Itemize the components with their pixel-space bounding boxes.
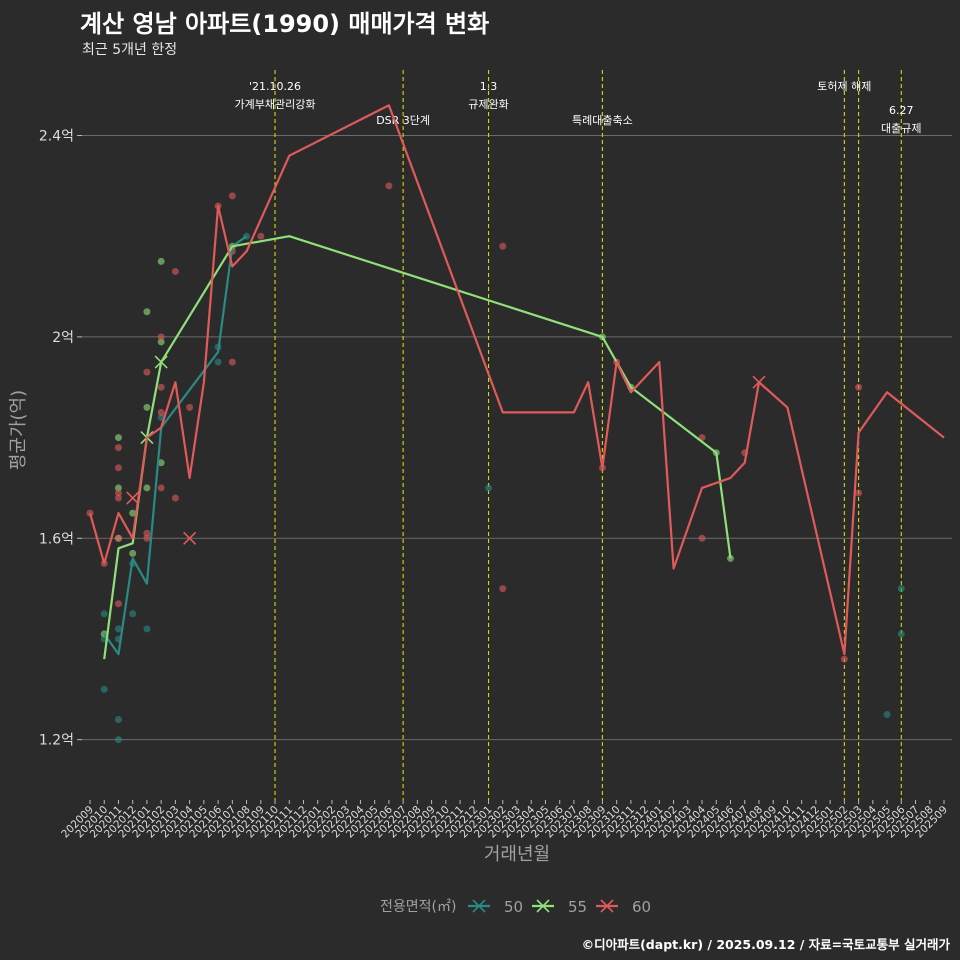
series-60-point — [186, 403, 194, 411]
series-50-line — [103, 235, 248, 656]
series-50-point — [129, 610, 137, 618]
chart-title: 계산 영남 아파트(1990) 매매가격 변화 — [80, 10, 490, 38]
series-60-point — [171, 494, 179, 502]
series-50-point — [114, 716, 122, 724]
series-60-point — [257, 232, 265, 240]
source-caption: ©디아파트(dapt.kr) / 2025.09.12 / 자료=국토교통부 실… — [581, 937, 950, 952]
series-55-point — [727, 554, 734, 562]
series-60-x-marker — [752, 375, 766, 389]
series-55-x-marker — [154, 355, 168, 369]
series-55-line — [103, 235, 732, 660]
series-55-point — [143, 308, 151, 316]
series-50-point — [485, 484, 493, 492]
legend-label: 50 — [504, 898, 523, 916]
series-60-point — [143, 529, 151, 537]
series-60-point — [114, 464, 122, 472]
series-60-point — [114, 534, 122, 542]
series-50-point — [883, 710, 891, 718]
series-55-point — [114, 484, 122, 492]
series-60-point — [157, 383, 165, 391]
series-60-point — [228, 192, 236, 200]
series-50-point — [114, 625, 122, 633]
y-tick-label: 1.2억 — [39, 733, 74, 749]
series-60-x-marker — [126, 491, 140, 505]
series-55-point — [143, 403, 151, 411]
series-55-point — [157, 459, 165, 467]
series-50-point — [897, 585, 905, 593]
series-55-point — [129, 549, 137, 557]
series-55-point — [143, 484, 151, 492]
series-60-point — [157, 333, 165, 341]
y-tick-label: 1.6억 — [39, 531, 74, 547]
series-60-point — [114, 444, 122, 452]
series-50-point — [897, 630, 905, 638]
y-tick-label: 2억 — [52, 330, 74, 346]
event-label: 특례대출축소 — [572, 114, 633, 127]
series-60-point — [855, 383, 863, 391]
chart-subtitle: 최근 5개년 한정 — [82, 42, 178, 58]
series-60-point — [855, 489, 863, 497]
legend-label: 55 — [568, 898, 587, 916]
series-60-point — [157, 408, 165, 416]
series-50-point — [100, 610, 108, 618]
event-label: '21.10.26 — [249, 80, 301, 93]
series-60-point — [171, 267, 179, 275]
series-60-point — [143, 534, 151, 542]
series-50-point — [114, 736, 122, 744]
event-label: 규제완화 — [468, 98, 508, 111]
event-label: 토허제 해제 — [817, 79, 871, 93]
series-55-point — [129, 509, 137, 517]
series-60-point — [114, 494, 122, 502]
series-60-point — [228, 358, 236, 366]
series-50-point — [143, 625, 151, 633]
legend-label: 60 — [632, 898, 651, 916]
legend-swatch-marker — [536, 899, 550, 913]
series-60-point — [157, 484, 165, 492]
series-55-point — [157, 338, 165, 346]
y-tick-label: 2.4억 — [39, 129, 74, 145]
event-label: 대출규제 — [881, 122, 921, 135]
series-60-point — [114, 600, 122, 608]
series-60-point — [114, 489, 122, 497]
legend-swatch-marker — [600, 899, 614, 913]
event-label: 1.3 — [480, 80, 498, 93]
series-50-point — [100, 685, 108, 693]
series-60-point — [698, 534, 706, 542]
series-60-point — [840, 655, 848, 663]
x-axis-title: 거래년월 — [484, 844, 550, 865]
legend-title: 전용면적(㎡) — [380, 899, 456, 915]
series-60-point — [143, 368, 151, 376]
y-axis-title: 평균가(억) — [8, 390, 29, 470]
event-label: 6.27 — [889, 104, 914, 117]
series-60-point — [499, 585, 507, 593]
series-60-x-marker — [183, 531, 197, 545]
series-55-point — [114, 434, 122, 442]
event-label: 가계부채관리강화 — [235, 98, 316, 111]
legend-swatch-marker — [472, 899, 486, 913]
series-60-point — [499, 242, 507, 250]
event-label: DSR 3단계 — [376, 114, 430, 127]
series-50-point — [214, 358, 222, 366]
series-55-point — [157, 257, 165, 265]
series-60-line — [88, 104, 945, 656]
series-60-point — [385, 182, 393, 190]
